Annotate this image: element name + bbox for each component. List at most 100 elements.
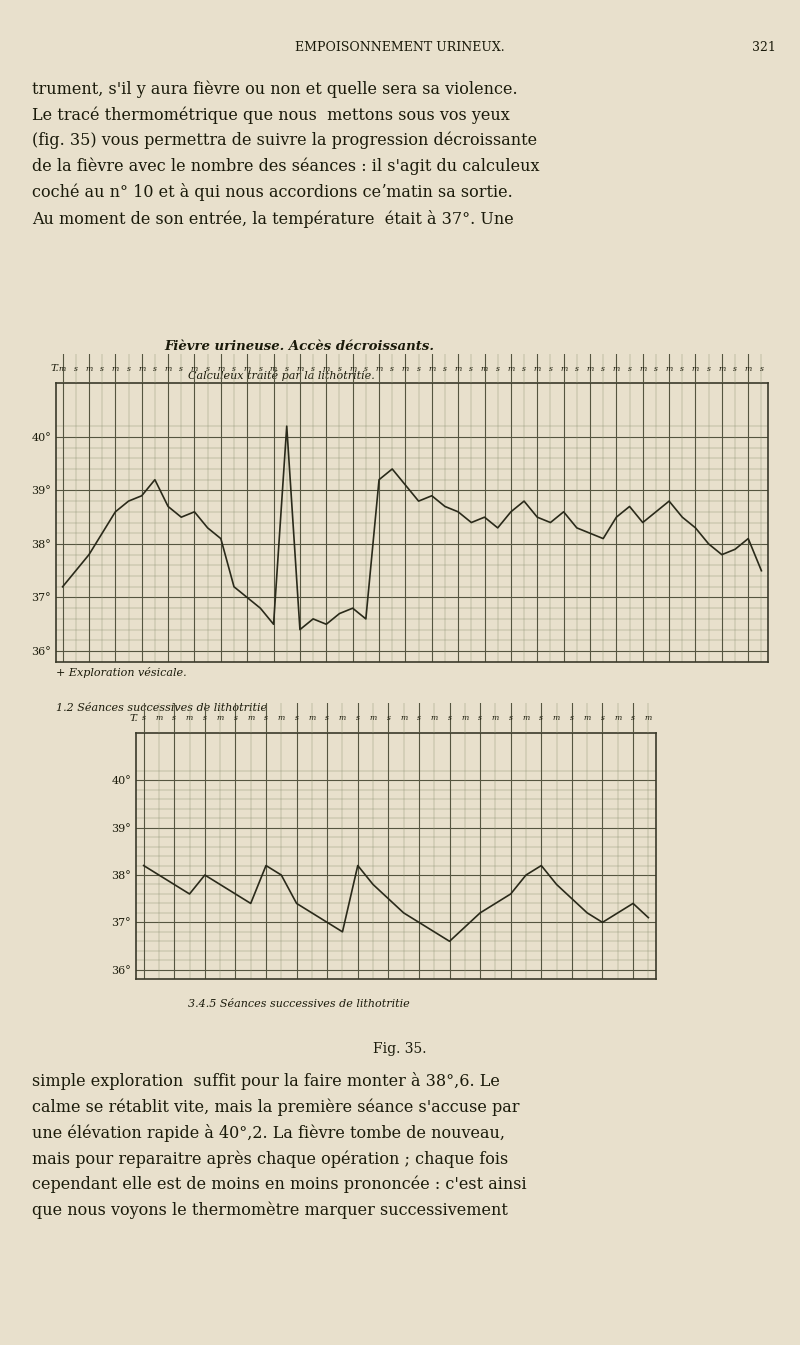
Text: s: s [575, 364, 578, 373]
Text: m: m [430, 714, 438, 722]
Text: m: m [614, 714, 622, 722]
Text: s: s [733, 364, 737, 373]
Text: s: s [386, 714, 390, 722]
Text: s: s [126, 364, 130, 373]
Text: m: m [507, 364, 514, 373]
Text: s: s [264, 714, 268, 722]
Text: Fièvre urineuse. Accès décroissants.: Fièvre urineuse. Accès décroissants. [164, 340, 434, 352]
Text: m: m [553, 714, 560, 722]
Text: s: s [203, 714, 206, 722]
Text: s: s [179, 364, 183, 373]
Text: m: m [534, 364, 541, 373]
Text: m: m [400, 714, 407, 722]
Text: m: m [375, 364, 382, 373]
Text: m: m [308, 714, 315, 722]
Text: s: s [706, 364, 710, 373]
Text: s: s [601, 714, 605, 722]
Text: s: s [100, 364, 104, 373]
Text: Fig. 35.: Fig. 35. [374, 1042, 426, 1056]
Text: s: s [153, 364, 157, 373]
Text: m: m [322, 364, 330, 373]
Text: m: m [186, 714, 193, 722]
Text: 321: 321 [752, 40, 776, 54]
Text: m: m [243, 364, 251, 373]
Text: 1.2 Séances successives de lithotritie: 1.2 Séances successives de lithotritie [56, 703, 267, 713]
Text: m: m [522, 714, 530, 722]
Text: m: m [217, 714, 224, 722]
Text: s: s [496, 364, 500, 373]
Text: m: m [217, 364, 225, 373]
Text: m: m [59, 364, 66, 373]
Text: s: s [234, 714, 238, 722]
Text: s: s [602, 364, 605, 373]
Text: m: m [560, 364, 567, 373]
Text: s: s [680, 364, 684, 373]
Text: s: s [258, 364, 262, 373]
Text: s: s [443, 364, 447, 373]
Text: m: m [428, 364, 435, 373]
Text: m: m [270, 364, 277, 373]
Text: m: m [645, 714, 652, 722]
Text: T.: T. [130, 714, 138, 722]
Text: m: m [138, 364, 146, 373]
Text: s: s [206, 364, 210, 373]
Text: m: m [481, 364, 488, 373]
Text: m: m [155, 714, 162, 722]
Text: m: m [492, 714, 499, 722]
Text: m: m [583, 714, 591, 722]
Text: simple exploration  suffit pour la faire monter à 38°,6. Le
calme se rétablit vi: simple exploration suffit pour la faire … [32, 1072, 526, 1219]
Text: m: m [86, 364, 93, 373]
Text: m: m [278, 714, 285, 722]
Text: s: s [232, 364, 236, 373]
Text: m: m [692, 364, 699, 373]
Text: s: s [417, 364, 421, 373]
Text: m: m [461, 714, 469, 722]
Text: s: s [74, 364, 78, 373]
Text: EMPOISONNEMENT URINEUX.: EMPOISONNEMENT URINEUX. [295, 40, 505, 54]
Text: s: s [570, 714, 574, 722]
Text: m: m [296, 364, 303, 373]
Text: m: m [718, 364, 726, 373]
Text: s: s [338, 364, 342, 373]
Text: s: s [356, 714, 360, 722]
Text: m: m [349, 364, 356, 373]
Text: s: s [285, 364, 289, 373]
Text: s: s [509, 714, 513, 722]
Text: m: m [370, 714, 377, 722]
Text: 3.4.5 Séances successives de lithotritie: 3.4.5 Séances successives de lithotritie [188, 999, 410, 1009]
Text: s: s [447, 714, 451, 722]
Text: s: s [628, 364, 631, 373]
Text: s: s [654, 364, 658, 373]
Text: m: m [339, 714, 346, 722]
Text: s: s [759, 364, 763, 373]
Text: s: s [522, 364, 526, 373]
Text: s: s [364, 364, 368, 373]
Text: s: s [417, 714, 421, 722]
Text: Calculeux traité par la lithotritie.: Calculeux traité par la lithotritie. [188, 370, 374, 381]
Text: + Exploration vésicale.: + Exploration vésicale. [56, 667, 186, 678]
Text: s: s [390, 364, 394, 373]
Text: m: m [454, 364, 462, 373]
Text: m: m [586, 364, 594, 373]
Text: m: m [247, 714, 254, 722]
Text: s: s [294, 714, 298, 722]
Text: s: s [478, 714, 482, 722]
Text: trument, s'il y aura fièvre ou non et quelle sera sa violence.
Le tracé thermomé: trument, s'il y aura fièvre ou non et qu… [32, 81, 539, 227]
Text: s: s [326, 714, 329, 722]
Text: s: s [142, 714, 146, 722]
Text: s: s [470, 364, 474, 373]
Text: m: m [191, 364, 198, 373]
Text: m: m [165, 364, 172, 373]
Text: m: m [666, 364, 673, 373]
Text: m: m [639, 364, 646, 373]
Text: m: m [402, 364, 409, 373]
Text: m: m [745, 364, 752, 373]
Text: s: s [549, 364, 552, 373]
Text: s: s [631, 714, 635, 722]
Text: m: m [112, 364, 119, 373]
Text: s: s [311, 364, 315, 373]
Text: s: s [172, 714, 176, 722]
Text: s: s [539, 714, 543, 722]
Text: m: m [613, 364, 620, 373]
Text: T.: T. [50, 364, 59, 373]
